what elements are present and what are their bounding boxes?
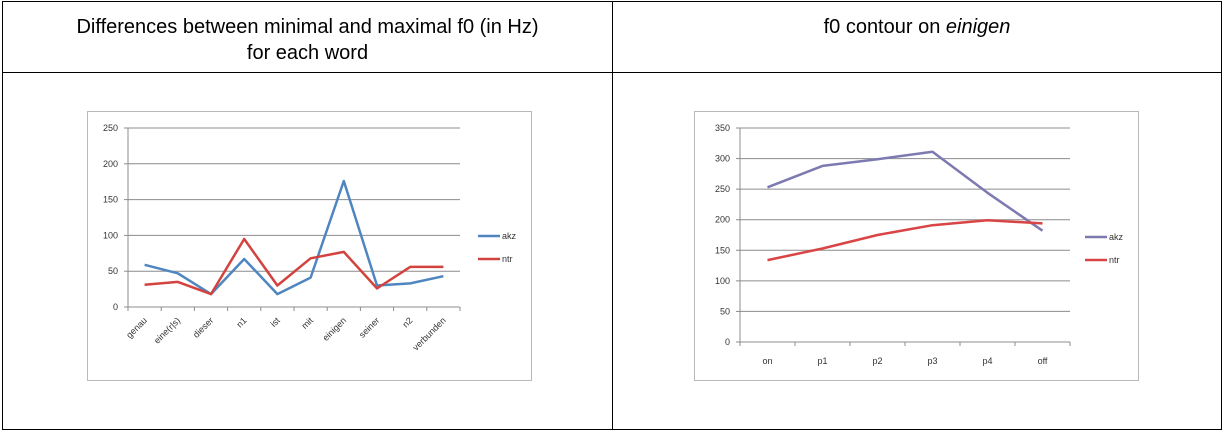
series-line-akz [144,179,444,296]
y-tick-label: 0 [113,302,118,312]
x-tick-label: p1 [817,356,827,366]
right-column-header: f0 contour on einigen [613,2,1221,72]
x-tick-label: p4 [982,356,992,366]
y-tick-label: 100 [103,230,118,240]
series-line-ntr [144,237,444,296]
y-tick-label: 50 [108,266,118,276]
left-header-line1: Differences between minimal and maximal … [76,16,539,38]
x-tick-label: seiner [357,315,381,339]
right-header-prefix: f0 contour on [823,16,946,38]
y-tick-label: 100 [715,276,730,286]
right-chart-container: 0 50 100 150 200 250 300 350 on p1 p2 p3 p4 off akz ntr [694,111,1139,381]
x-tick-label: on [762,356,772,366]
y-tick-label: 300 [715,154,730,164]
table-border-right [1221,1,1222,430]
table-border-middle [612,1,613,430]
legend-label-ntr: ntr [1109,255,1120,265]
x-tick-label: dieser [191,315,215,339]
right-line-chart: 0 50 100 150 200 250 300 350 on p1 p2 p3 p4 off akz ntr [715,123,1124,366]
x-tick-label: off [1038,356,1048,366]
x-tick-label: mit [299,315,315,331]
left-line-chart: 0 50 100 150 200 250 genau eine(r|s) dieser n1 ist… [103,123,517,352]
x-tick-label: p3 [927,356,937,366]
x-tick-label: genau [124,315,149,340]
x-tick-label: p2 [872,356,882,366]
y-tick-label: 150 [103,195,118,205]
y-tick-label: 0 [725,337,730,347]
left-chart-container: 0 50 100 150 200 250 genau eine(r|s) dieser n1 ist… [87,111,532,381]
y-tick-label: 150 [715,245,730,255]
legend-label-akz: akz [1109,232,1124,242]
left-header-line2: for each word [246,42,369,64]
y-tick-label: 200 [715,215,730,225]
legend-label-ntr: ntr [502,254,513,264]
y-tick-label: 200 [103,159,118,169]
x-tick-label: ist [268,315,282,329]
y-tick-label: 350 [715,123,730,133]
y-tick-label: 250 [715,184,730,194]
left-column-header: Differences between minimal and maximal … [3,2,612,72]
series-line-ntr [767,219,1043,262]
y-tick-label: 250 [103,123,118,133]
x-tick-label: verbunden [411,315,448,352]
x-tick-label: n2 [400,315,414,329]
legend-label-akz: akz [502,231,517,241]
y-tick-label: 50 [720,306,730,316]
x-tick-label: n1 [234,315,248,329]
series-line-akz [767,150,1044,232]
x-tick-label: einigen [321,315,349,343]
x-tick-label: eine(r|s) [152,315,182,345]
table-border-left [2,1,3,430]
right-header-italic-word: einigen [945,16,1011,38]
